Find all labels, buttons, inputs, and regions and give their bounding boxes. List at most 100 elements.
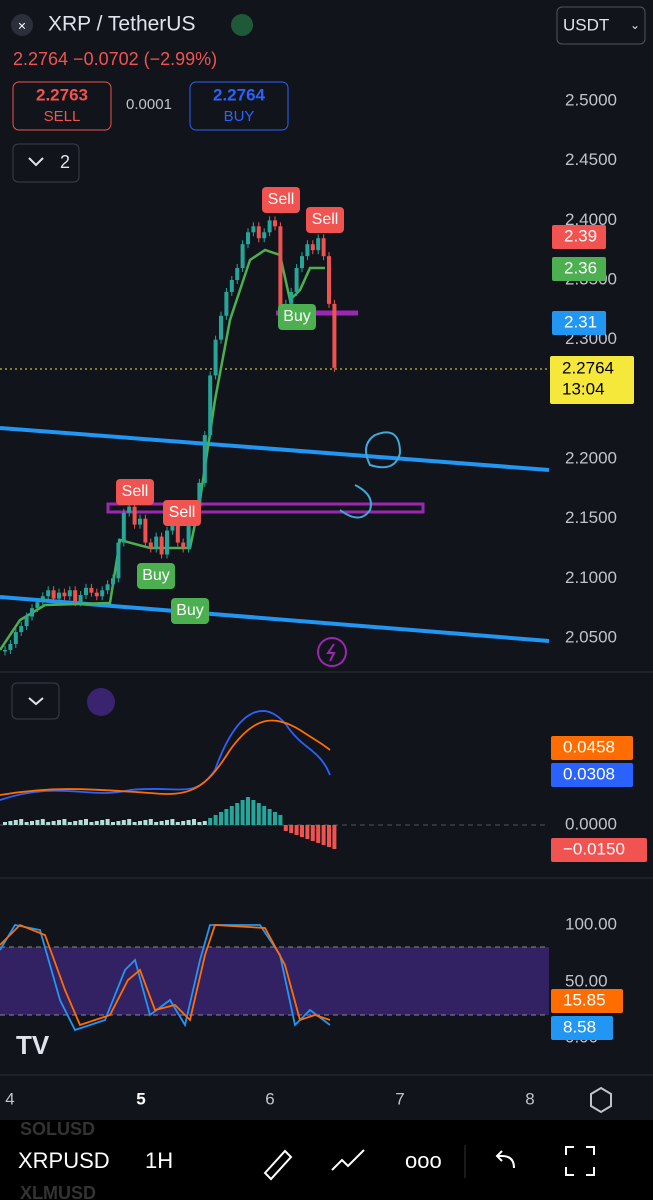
indicators-toggle[interactable]: [12, 143, 80, 183]
zone-box: [106, 502, 425, 514]
lines-icon[interactable]: [331, 1149, 365, 1171]
candle: [73, 590, 78, 603]
stoch-tick-label: 100.00: [565, 914, 617, 933]
candle: [148, 542, 153, 549]
price-tick-label: 2.1500: [565, 508, 617, 527]
settings-icon[interactable]: [590, 1086, 612, 1114]
candle: [181, 542, 186, 549]
histogram-bar: [24, 822, 29, 825]
price-label: 2.36: [564, 258, 597, 277]
fullscreen-icon[interactable]: [565, 1146, 595, 1176]
stoch-label-bg: [551, 1016, 613, 1040]
histogram-bar: [62, 819, 67, 825]
candle: [219, 315, 223, 340]
histogram-bar: [305, 825, 310, 839]
price-tick-label: 2.5000: [565, 90, 617, 109]
price-label-bg: [552, 311, 606, 335]
candle: [197, 482, 202, 507]
quote: 2.2764 −0.0702 (−2.99%): [13, 49, 217, 69]
symbol-title: XRP / TetherUS: [48, 13, 195, 36]
pen-icon[interactable]: [263, 1149, 293, 1181]
toolbar-symbol[interactable]: XRPUSD: [18, 1148, 110, 1173]
candle: [256, 226, 261, 239]
currency-select[interactable]: [556, 6, 646, 45]
histogram-bar: [46, 822, 51, 825]
stoch-label: 8.58: [563, 1017, 596, 1036]
histogram-bar: [197, 822, 202, 825]
macd-label: 0.0458: [563, 737, 615, 756]
buy-label: BUY: [224, 108, 255, 125]
candle: [57, 592, 61, 599]
sell-price: 2.2763: [36, 85, 88, 104]
signal-box: [137, 563, 175, 589]
macd-label: −0.0150: [563, 839, 625, 858]
histogram-bar: [105, 819, 110, 825]
candle: [121, 512, 126, 543]
signal-box: [278, 304, 316, 330]
undo-icon[interactable]: [495, 1150, 515, 1169]
hand-drawing: [365, 431, 402, 469]
macd-label: 0.0308: [563, 764, 615, 783]
signal-box: [262, 187, 300, 213]
last-price: 2.2764: [562, 358, 614, 377]
sell-button[interactable]: [12, 81, 112, 131]
histogram-bar: [67, 822, 72, 825]
chevron-icon: [28, 697, 44, 706]
buy-price: 2.2764: [213, 85, 266, 104]
histogram-bar: [13, 820, 18, 825]
histogram-bar: [175, 822, 180, 825]
candle: [332, 303, 337, 368]
histogram-bar: [208, 818, 213, 825]
toolbar-interval[interactable]: 1H: [145, 1148, 173, 1173]
histogram-bar: [111, 822, 115, 825]
indicators-count: 2: [60, 152, 70, 172]
candle: [132, 506, 137, 525]
histogram-bar: [73, 821, 78, 825]
candle: [165, 530, 169, 555]
candle: [127, 506, 132, 513]
sync-icon[interactable]: [87, 688, 115, 716]
price-tick-label: 2.2000: [565, 448, 617, 467]
histogram-bar: [57, 820, 61, 825]
candle: [67, 590, 72, 597]
candle: [289, 291, 294, 304]
histogram-bar: [294, 825, 299, 835]
histogram-bar: [235, 803, 240, 825]
histogram-bar: [159, 821, 164, 825]
buy-button[interactable]: [189, 81, 289, 131]
histogram-bar: [316, 825, 321, 843]
signal-label: Sell: [122, 483, 149, 500]
signal-label: Sell: [169, 504, 196, 521]
histogram-bar: [192, 819, 196, 825]
candle: [224, 291, 229, 316]
chevron-icon: [28, 157, 44, 167]
histogram-bar: [300, 825, 304, 837]
time-tick-label: 5: [136, 1089, 145, 1108]
histogram-bar: [30, 821, 34, 825]
candle: [8, 643, 13, 650]
candle: [46, 590, 51, 597]
candle: [89, 587, 94, 593]
candle: [267, 220, 272, 233]
candle: [170, 524, 175, 531]
histogram-bar: [51, 821, 56, 825]
candle: [240, 244, 245, 269]
candle: [154, 536, 159, 549]
close-glyph: ×: [18, 18, 26, 34]
signal-box: [163, 500, 201, 526]
signal-label: Buy: [142, 567, 170, 584]
histogram-bar: [100, 820, 105, 825]
histogram-bar: [143, 820, 148, 825]
stoch-k: [0, 923, 331, 1032]
price-tick-label: 2.0500: [565, 627, 617, 646]
pane-toggle[interactable]: [11, 682, 60, 720]
close-icon[interactable]: [11, 14, 33, 36]
alert-icon[interactable]: [317, 637, 347, 667]
histogram-bar: [132, 822, 137, 825]
macd-tick-label: 0.0000: [565, 814, 617, 833]
candle: [321, 238, 326, 257]
more-icon[interactable]: ooo: [405, 1148, 442, 1173]
candle: [294, 268, 299, 292]
candle: [111, 578, 115, 585]
price-tick-label: 2.1000: [565, 568, 617, 587]
